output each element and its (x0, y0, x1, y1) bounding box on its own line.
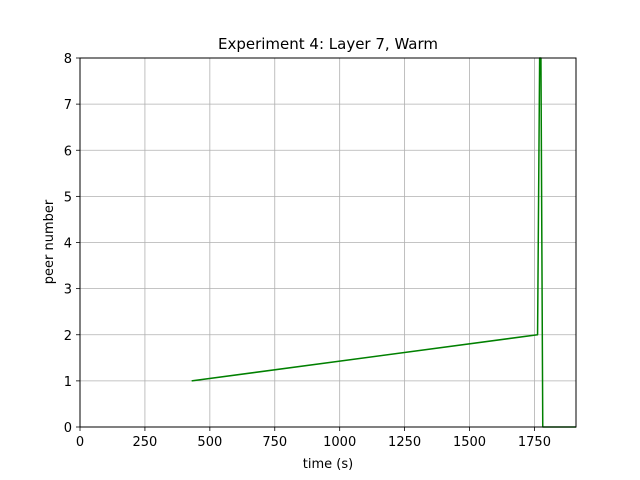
y-tick-label: 3 (64, 283, 72, 298)
x-tick-label: 1250 (388, 435, 421, 450)
y-tick-label: 5 (64, 190, 72, 205)
y-tick-label: 2 (64, 329, 72, 344)
y-tick-label: 4 (64, 237, 72, 252)
x-tick-label: 1000 (323, 435, 356, 450)
x-tick-label: 750 (262, 435, 287, 450)
grid (79, 57, 576, 428)
y-axis-label: peer number (42, 199, 57, 284)
x-axis-label: time (s) (303, 457, 353, 472)
x-tick-label: 500 (197, 435, 222, 450)
chart-title: Experiment 4: Layer 7, Warm (218, 35, 438, 53)
y-axis: 0 1 2 3 4 5 6 7 8 (64, 52, 80, 436)
y-tick-label: 1 (64, 375, 72, 390)
x-tick-label: 1500 (453, 435, 486, 450)
y-tick-label: 7 (64, 98, 72, 113)
y-tick-label: 6 (64, 144, 72, 159)
x-tick-label: 1750 (518, 435, 551, 450)
x-tick-label: 0 (76, 435, 84, 450)
y-tick-label: 0 (64, 421, 72, 436)
x-axis: 0 250 500 750 1000 1250 1500 1750 (76, 427, 551, 450)
x-tick-label: 250 (133, 435, 158, 450)
y-tick-label: 8 (64, 52, 72, 67)
